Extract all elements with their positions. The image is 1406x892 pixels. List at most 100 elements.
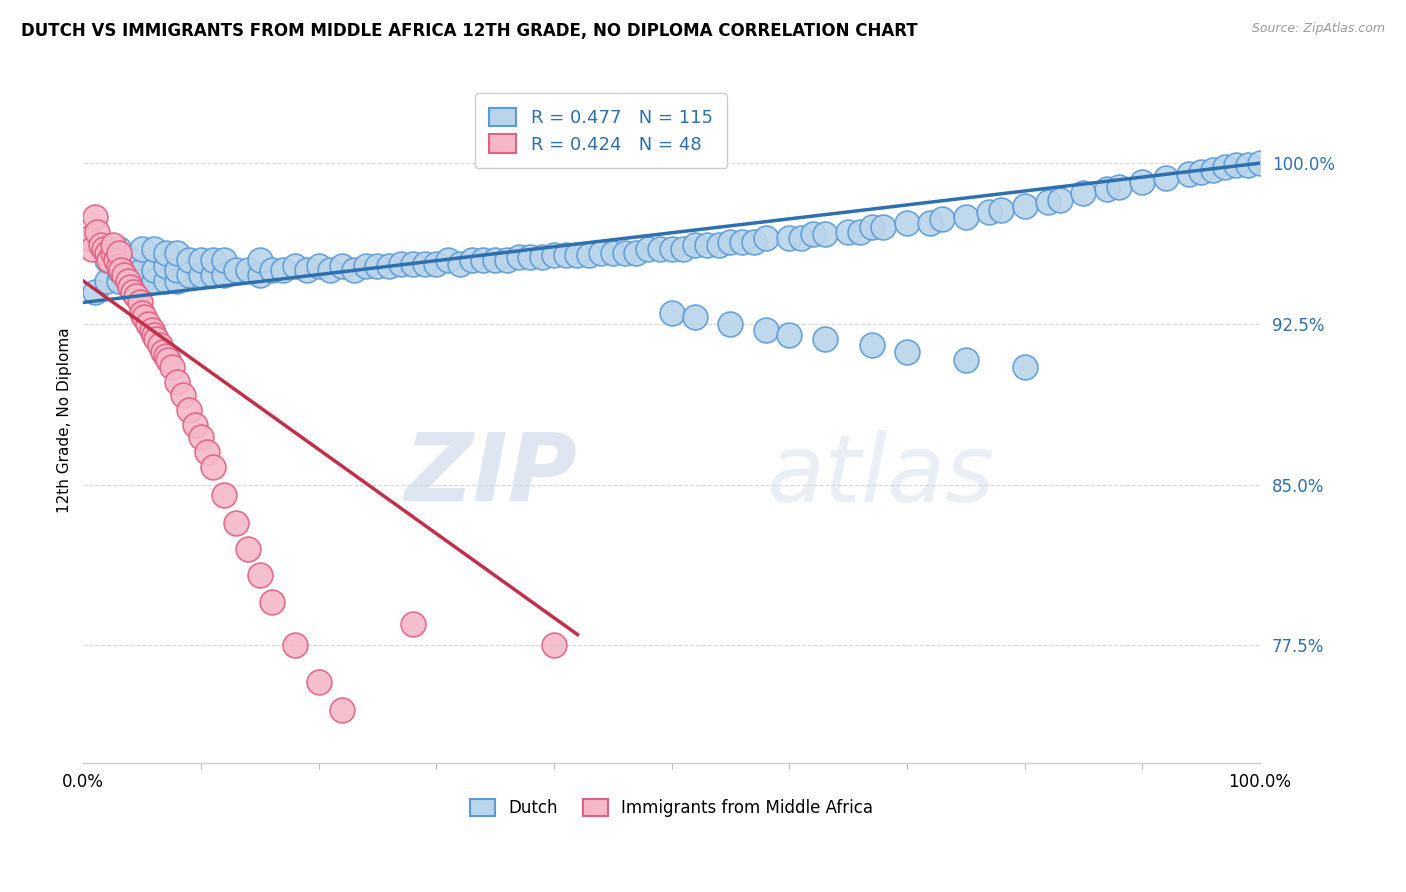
Point: [1249, 156, 1271, 170]
Point: [131, 242, 153, 256]
Point: [80, 242, 103, 256]
Point: [813, 227, 835, 241]
Point: [179, 252, 201, 267]
Point: [236, 541, 259, 556]
Point: [214, 268, 236, 282]
Point: [1225, 158, 1247, 172]
Point: [107, 246, 129, 260]
Point: [801, 227, 824, 241]
Point: [872, 220, 894, 235]
Point: [249, 252, 271, 267]
Point: [105, 252, 128, 267]
Point: [120, 274, 142, 288]
Point: [849, 225, 872, 239]
Point: [149, 338, 172, 352]
Point: [155, 246, 177, 260]
Point: [637, 242, 659, 256]
Point: [1237, 158, 1260, 172]
Point: [172, 387, 194, 401]
Point: [319, 263, 342, 277]
Point: [107, 259, 129, 273]
Point: [114, 268, 136, 282]
Point: [389, 257, 412, 271]
Point: [145, 332, 167, 346]
Point: [578, 248, 600, 262]
Point: [284, 259, 307, 273]
Text: ZIP: ZIP: [405, 429, 578, 521]
Point: [131, 263, 153, 277]
Point: [543, 248, 565, 262]
Point: [1178, 167, 1201, 181]
Point: [437, 252, 460, 267]
Point: [449, 257, 471, 271]
Point: [295, 263, 318, 277]
Point: [742, 235, 765, 250]
Text: Source: ZipAtlas.com: Source: ZipAtlas.com: [1251, 22, 1385, 36]
Point: [225, 516, 247, 530]
Point: [955, 353, 977, 368]
Point: [225, 263, 247, 277]
Point: [755, 231, 778, 245]
Point: [260, 595, 283, 609]
Point: [931, 211, 953, 226]
Point: [519, 251, 541, 265]
Point: [896, 216, 918, 230]
Point: [131, 306, 153, 320]
Point: [472, 252, 495, 267]
Point: [696, 237, 718, 252]
Point: [755, 323, 778, 337]
Point: [1189, 165, 1212, 179]
Point: [101, 237, 124, 252]
Point: [308, 259, 330, 273]
Point: [273, 263, 295, 277]
Legend: Dutch, Immigrants from Middle Africa: Dutch, Immigrants from Middle Africa: [464, 792, 880, 823]
Point: [93, 242, 115, 256]
Point: [860, 338, 883, 352]
Point: [184, 417, 207, 432]
Point: [98, 252, 121, 267]
Point: [896, 344, 918, 359]
Point: [120, 252, 142, 267]
Point: [354, 259, 377, 273]
Point: [155, 274, 177, 288]
Point: [236, 263, 259, 277]
Point: [366, 259, 388, 273]
Point: [136, 317, 159, 331]
Point: [990, 203, 1012, 218]
Point: [626, 246, 648, 260]
Point: [166, 375, 188, 389]
Point: [142, 263, 165, 277]
Point: [648, 242, 671, 256]
Point: [214, 252, 236, 267]
Point: [160, 359, 183, 374]
Point: [84, 210, 107, 224]
Point: [343, 263, 366, 277]
Point: [683, 237, 706, 252]
Point: [179, 268, 201, 282]
Point: [1095, 182, 1118, 196]
Point: [96, 252, 118, 267]
Point: [1036, 194, 1059, 209]
Point: [190, 268, 212, 282]
Point: [107, 274, 129, 288]
Point: [602, 246, 624, 260]
Point: [720, 317, 742, 331]
Point: [117, 274, 139, 288]
Point: [166, 246, 188, 260]
Point: [77, 231, 100, 245]
Point: [955, 210, 977, 224]
Point: [979, 205, 1001, 219]
Point: [249, 567, 271, 582]
Point: [778, 231, 800, 245]
Point: [155, 349, 177, 363]
Point: [1073, 186, 1095, 201]
Point: [141, 323, 163, 337]
Y-axis label: 12th Grade, No Diploma: 12th Grade, No Diploma: [58, 327, 72, 513]
Point: [720, 235, 742, 250]
Point: [484, 252, 506, 267]
Point: [860, 220, 883, 235]
Point: [84, 285, 107, 299]
Point: [330, 259, 353, 273]
Point: [90, 237, 112, 252]
Point: [120, 280, 142, 294]
